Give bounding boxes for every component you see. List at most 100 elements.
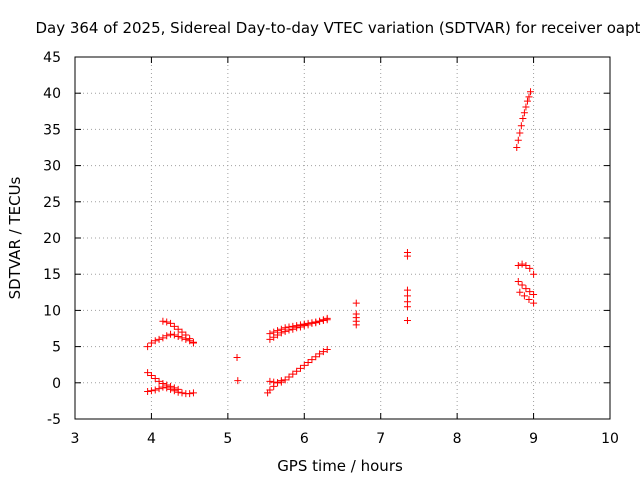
data-point <box>530 299 538 307</box>
data-point <box>266 335 274 343</box>
y-tick-label: -5 <box>47 412 61 428</box>
x-tick-label: 10 <box>601 431 619 447</box>
data-point <box>520 109 528 117</box>
data-point <box>266 386 274 394</box>
data-point <box>526 264 534 272</box>
data-point <box>352 321 360 329</box>
x-tick-label: 3 <box>71 431 80 447</box>
data-point <box>155 335 163 343</box>
x-tick-label: 6 <box>300 431 309 447</box>
data-point <box>293 324 301 332</box>
data-point <box>516 129 524 137</box>
y-tick-label: 30 <box>43 159 61 175</box>
y-tick-label: 45 <box>43 50 61 66</box>
x-tick-label: 4 <box>147 431 156 447</box>
data-point <box>312 353 320 361</box>
data-point <box>300 361 308 369</box>
data-point <box>186 335 194 343</box>
data-point <box>155 385 163 393</box>
y-tick-label: 35 <box>43 122 61 138</box>
data-point <box>167 319 175 327</box>
data-point <box>520 292 528 300</box>
data-point <box>319 348 327 356</box>
data-point <box>523 97 531 105</box>
data-point <box>163 318 171 326</box>
data-point <box>522 262 530 270</box>
data-point <box>516 288 524 296</box>
data-point <box>289 325 297 333</box>
data-point <box>293 367 301 375</box>
data-point <box>530 290 538 298</box>
data-point <box>159 334 167 342</box>
data-point <box>189 338 197 346</box>
data-point <box>174 325 182 333</box>
data-point <box>527 88 535 96</box>
y-tick-label: 10 <box>43 303 61 319</box>
data-point <box>159 317 167 325</box>
data-point <box>174 385 182 393</box>
grid-lines <box>75 57 610 419</box>
chart-title: Day 364 of 2025, Sidereal Day-to-day VTE… <box>35 19 640 37</box>
y-tick-label: 40 <box>43 86 61 102</box>
data-point <box>144 369 152 377</box>
data-point <box>270 333 278 341</box>
x-tick-label: 7 <box>376 431 385 447</box>
data-point <box>522 285 530 293</box>
data-point <box>151 374 159 382</box>
data-point <box>186 390 194 398</box>
data-point <box>151 386 159 394</box>
data-point <box>178 389 186 397</box>
data-point <box>170 384 178 392</box>
data-point <box>285 373 293 381</box>
data-point <box>525 296 533 304</box>
data-point <box>233 353 241 361</box>
data-point <box>234 377 242 385</box>
y-tick-label: 25 <box>43 195 61 211</box>
data-point <box>174 332 182 340</box>
y-tick-label: 20 <box>43 231 61 247</box>
data-point <box>403 317 411 325</box>
x-axis-title: GPS time / hours <box>277 457 403 475</box>
data-point <box>518 260 526 268</box>
x-tick-label: 8 <box>453 431 462 447</box>
data-point <box>526 288 534 296</box>
data-point <box>163 332 171 340</box>
data-point <box>517 122 525 130</box>
data-point <box>304 359 312 367</box>
data-point <box>167 382 175 390</box>
data-point <box>352 299 360 307</box>
data-point <box>308 356 316 364</box>
data-point <box>167 330 175 338</box>
y-tick-label: 0 <box>52 376 61 392</box>
data-point <box>266 377 274 385</box>
data-point <box>163 381 171 389</box>
data-point <box>159 380 167 388</box>
data-point <box>281 376 289 384</box>
data-point <box>514 262 522 270</box>
data-point <box>178 328 186 336</box>
data-point <box>289 370 297 378</box>
data-point <box>147 372 155 380</box>
data-point <box>155 377 163 385</box>
data-points <box>144 88 538 398</box>
data-point <box>525 93 533 101</box>
y-tick-label: 15 <box>43 267 61 283</box>
data-point <box>277 377 285 385</box>
axis-ticks <box>74 56 611 420</box>
data-point <box>170 322 178 330</box>
data-point <box>514 277 522 285</box>
data-point <box>274 331 282 339</box>
data-point <box>277 329 285 337</box>
y-tick-label: 5 <box>52 340 61 356</box>
data-point <box>281 327 289 335</box>
data-point <box>323 345 331 353</box>
data-point <box>403 303 411 311</box>
data-point <box>270 382 278 390</box>
x-tick-label: 9 <box>529 431 538 447</box>
data-point <box>522 103 530 111</box>
data-point <box>147 339 155 347</box>
data-point <box>189 389 197 397</box>
data-point <box>530 270 538 278</box>
data-point <box>316 317 324 325</box>
